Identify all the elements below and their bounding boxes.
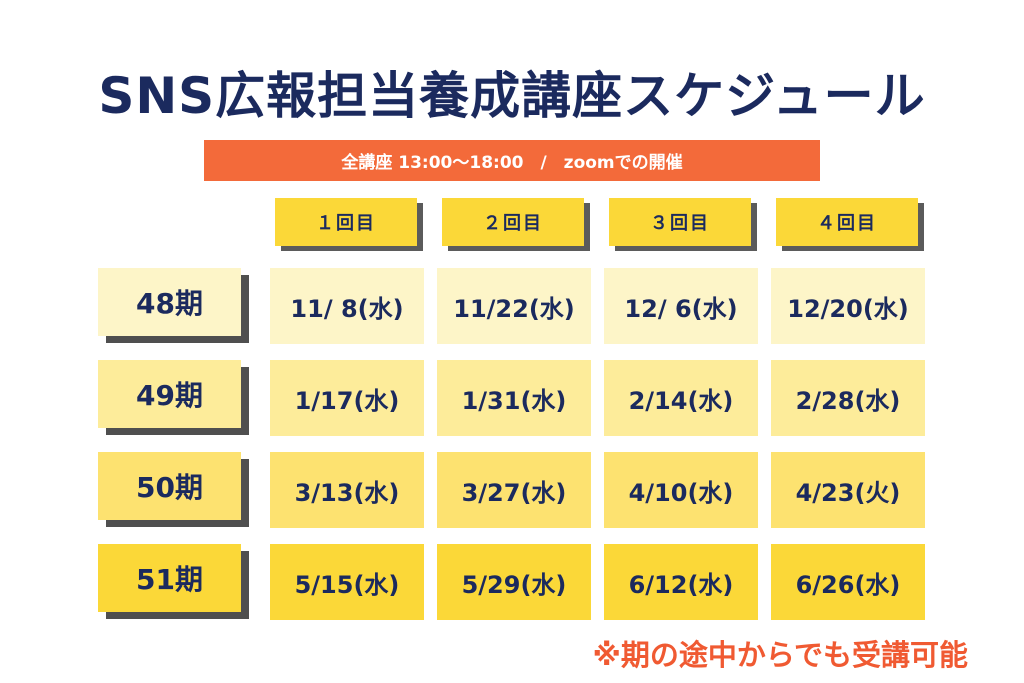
date-cell: 5/15(水) [270, 544, 424, 620]
date-cell: 2/28(水) [771, 360, 925, 436]
term-label-49: 49期 [98, 360, 241, 428]
page-title: SNS広報担当養成講座スケジュール [98, 67, 926, 125]
term-label-50: 50期 [98, 452, 241, 520]
column-header-2: ２回目 [442, 198, 584, 246]
column-header-1: １回目 [275, 198, 417, 246]
date-cell: 11/ 8(水) [270, 268, 424, 344]
term-label-51: 51期 [98, 544, 241, 612]
column-header-3: ３回目 [609, 198, 751, 246]
date-cell: 1/31(水) [437, 360, 591, 436]
date-cell: 11/22(水) [437, 268, 591, 344]
date-cell: 1/17(水) [270, 360, 424, 436]
date-cell: 12/ 6(水) [604, 268, 758, 344]
date-cell: 12/20(水) [771, 268, 925, 344]
date-cell: 2/14(水) [604, 360, 758, 436]
term-label-48: 48期 [98, 268, 241, 336]
date-cell: 4/23(火) [771, 452, 925, 528]
date-cell: 6/12(水) [604, 544, 758, 620]
date-cell: 3/27(水) [437, 452, 591, 528]
time-banner: 全講座 13:00〜18:00 / zoomでの開催 [204, 140, 820, 181]
mid-term-enrollment-note: ※期の途中からでも受講可能 [592, 638, 968, 672]
date-cell: 6/26(水) [771, 544, 925, 620]
column-header-4: ４回目 [776, 198, 918, 246]
date-cell: 4/10(水) [604, 452, 758, 528]
date-cell: 5/29(水) [437, 544, 591, 620]
date-cell: 3/13(水) [270, 452, 424, 528]
